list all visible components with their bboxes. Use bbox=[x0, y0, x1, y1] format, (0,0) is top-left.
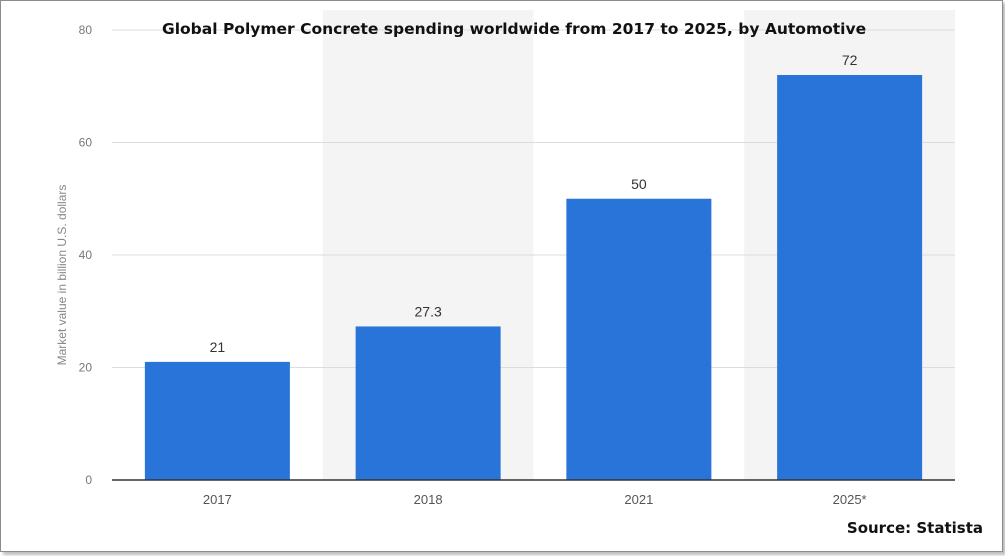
bar-2021 bbox=[566, 198, 712, 480]
y-tick-label: 80 bbox=[79, 23, 93, 37]
y-tick-label: 40 bbox=[79, 248, 93, 262]
source-note: Source: Statista bbox=[846, 519, 983, 537]
value-label: 27.3 bbox=[415, 303, 442, 319]
y-tick-label: 0 bbox=[85, 473, 92, 487]
x-tick-label: 2021 bbox=[624, 492, 653, 507]
value-labels: 21 27.3 50 72 bbox=[210, 52, 858, 355]
bars bbox=[144, 75, 923, 480]
value-label: 72 bbox=[842, 52, 858, 68]
x-axis-ticks: 2017 2018 2021 2025* bbox=[203, 492, 867, 507]
x-tick-label: 2018 bbox=[414, 492, 443, 507]
y-tick-label: 20 bbox=[79, 361, 93, 375]
value-label: 21 bbox=[210, 339, 226, 355]
x-tick-label: 2017 bbox=[203, 492, 232, 507]
y-axis-ticks: 0 20 40 60 80 bbox=[79, 23, 93, 487]
x-tick-label: 2025* bbox=[833, 492, 867, 507]
chart-title: Global Polymer Concrete spending worldwi… bbox=[162, 20, 867, 38]
bar-2018 bbox=[355, 326, 501, 480]
bar-2025* bbox=[777, 75, 923, 480]
value-label: 50 bbox=[631, 176, 647, 192]
bar-2017 bbox=[144, 361, 290, 480]
y-axis-label: Market value in billion U.S. dollars bbox=[55, 185, 69, 366]
y-tick-label: 60 bbox=[79, 136, 93, 150]
